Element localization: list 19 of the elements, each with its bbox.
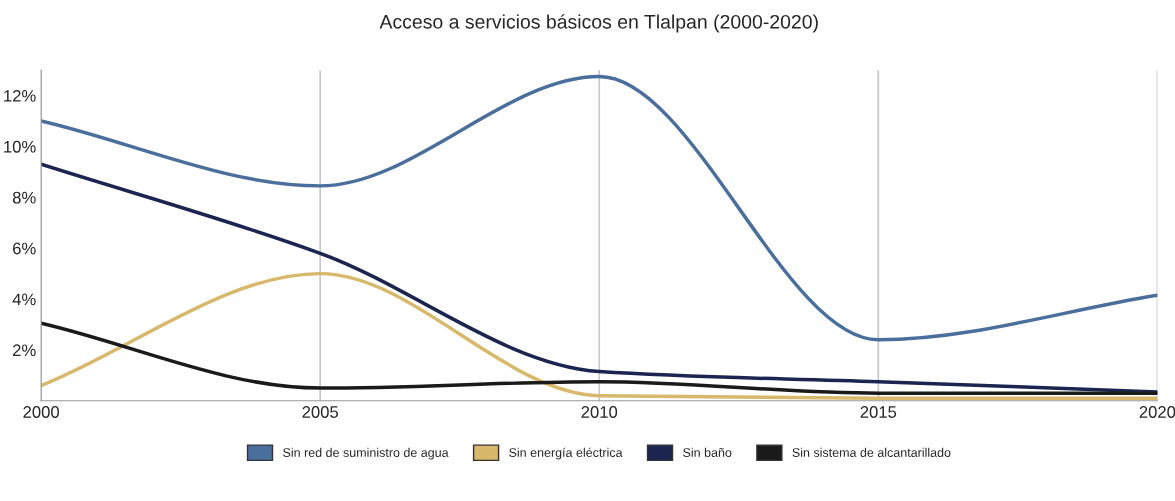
line-series: [41, 74, 1158, 342]
y-tick-label: 8%: [12, 191, 36, 204]
y-tick-label: 10%: [4, 140, 36, 153]
legend-label: Sin sistema de alcantarillado: [792, 447, 951, 457]
y-tick-label: 6%: [13, 242, 36, 255]
x-tick-label: 2000: [23, 406, 60, 418]
x-tick-label: 2005: [302, 406, 339, 418]
legend-label: Sin red de suministro de agua: [283, 447, 449, 460]
chart-title: Acceso a servicios básicos en Tlalpan (2000-2020): [379, 14, 818, 33]
line-series: [41, 162, 1158, 394]
legend-label: Sin baño: [683, 447, 732, 457]
y-tick-label: 4%: [12, 293, 36, 306]
y-tick-label: 12%: [4, 89, 36, 102]
x-tick-label: 2010: [581, 406, 618, 418]
x-tick-label: 2020: [1139, 406, 1175, 418]
legend-label: Sin energía eléctrica: [509, 447, 623, 460]
line-series: [41, 321, 1158, 395]
x-tick-label: 2015: [860, 406, 897, 418]
y-tick-label: 2%: [13, 344, 36, 357]
